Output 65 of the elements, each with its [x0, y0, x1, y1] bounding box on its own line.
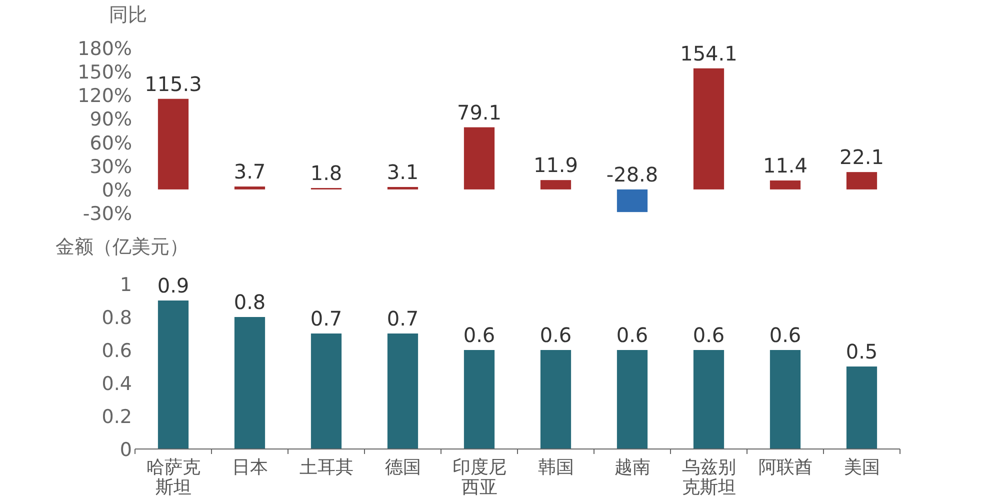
y-tick-label: 90%	[90, 108, 132, 131]
bar	[464, 127, 495, 190]
y-tick-label: 30%	[90, 156, 132, 178]
bar	[310, 334, 342, 449]
bar	[693, 350, 724, 449]
data-label: 1.8	[310, 161, 342, 186]
y-tick-label: 0.8	[102, 307, 132, 329]
data-label: -28.8	[606, 162, 658, 186]
data-label: 0.9	[157, 274, 190, 298]
bar	[234, 186, 266, 190]
data-label: 0.6	[769, 323, 802, 347]
y-tick-label: 150%	[78, 62, 132, 84]
x-tick-label: 越南	[614, 457, 650, 478]
bar	[158, 300, 189, 449]
bar	[846, 366, 878, 449]
y-tick-label: 120%	[78, 85, 132, 108]
bar	[464, 350, 495, 449]
data-label: 22.1	[839, 145, 884, 170]
bar	[770, 350, 801, 449]
y-axis-title: 金额（亿美元）	[56, 236, 188, 258]
data-label: 0.6	[540, 323, 572, 347]
y-tick-label: 60%	[90, 132, 132, 154]
x-tick-label: 土耳其	[299, 457, 354, 478]
y-tick-label: 1	[120, 274, 132, 296]
y-tick-label: 0.6	[102, 340, 132, 362]
data-label: 0.6	[463, 323, 496, 347]
bar	[770, 180, 801, 190]
x-tick-label: 韩国	[538, 457, 574, 478]
bar	[387, 186, 418, 190]
x-tick-label: 日本	[232, 457, 268, 478]
y-tick-label: 0%	[102, 179, 132, 202]
y-tick-label: 0.4	[102, 373, 132, 395]
x-tick-label: 阿联酋	[758, 457, 812, 478]
y-tick-label: 180%	[78, 38, 132, 60]
data-label: 115.3	[144, 72, 202, 96]
x-tick-label: 乌兹别克斯坦	[682, 457, 736, 498]
y-axis-title: 同比	[109, 4, 147, 26]
bar	[387, 334, 418, 449]
bar	[693, 68, 724, 190]
data-label: 0.6	[616, 323, 648, 347]
y-tick-label: -30%	[82, 203, 132, 225]
data-label: 11.9	[533, 153, 578, 178]
x-tick-label: 哈萨克斯坦	[146, 457, 200, 498]
data-label: 0.7	[386, 306, 419, 330]
x-tick-label: 美国	[844, 457, 880, 478]
data-label: 3.1	[386, 160, 419, 184]
bar	[234, 317, 266, 449]
data-label: 0.8	[234, 290, 266, 314]
y-tick-label: 0.2	[102, 406, 132, 428]
bar	[540, 350, 572, 449]
data-label: 0.5	[846, 340, 878, 364]
data-label: 0.6	[692, 323, 725, 347]
x-tick-label: 印度尼西亚	[452, 457, 506, 498]
data-label: 11.4	[762, 153, 808, 178]
bar	[846, 172, 878, 190]
y-tick-label: 0	[120, 439, 132, 461]
data-label: 79.1	[456, 100, 502, 124]
data-label: 154.1	[680, 41, 738, 66]
x-tick-label: 德国	[384, 457, 421, 478]
bar	[616, 350, 648, 449]
bar	[158, 98, 189, 190]
data-label: 3.7	[234, 160, 266, 184]
data-label: 0.7	[310, 306, 342, 330]
bar	[616, 189, 648, 212]
bar	[540, 180, 572, 190]
